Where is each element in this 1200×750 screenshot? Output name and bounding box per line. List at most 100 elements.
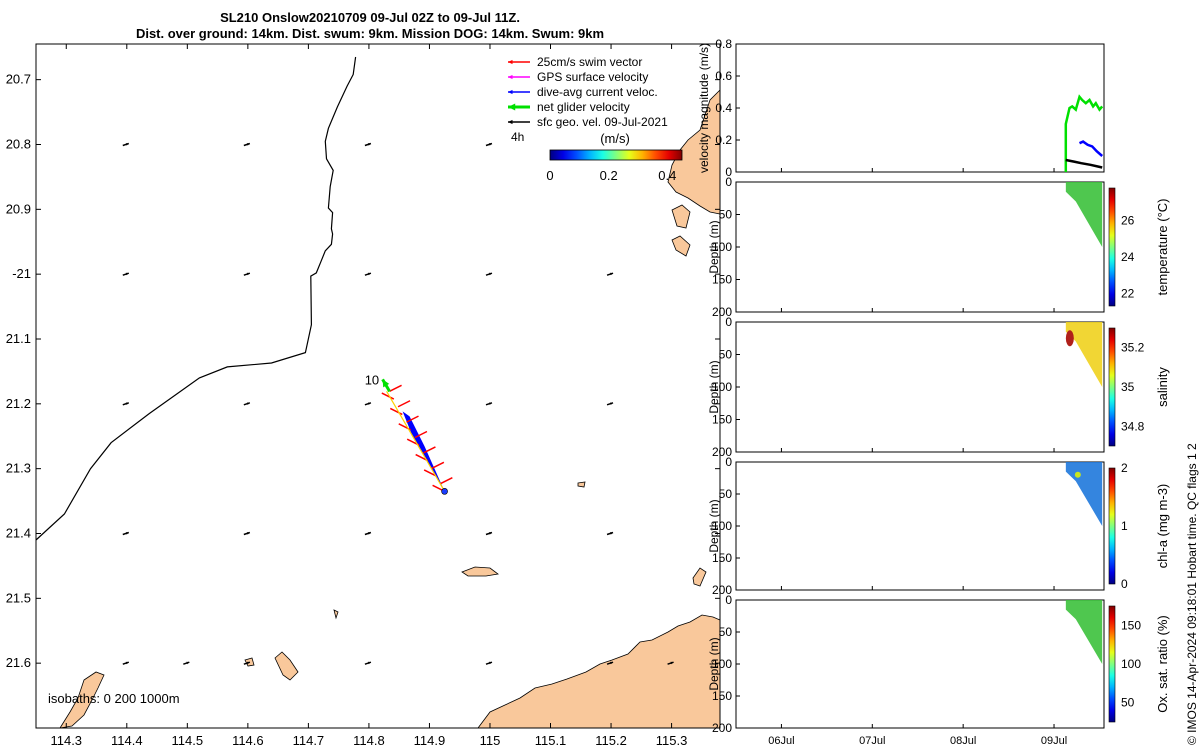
velocity-y-tick-label: 0 [725,165,732,179]
velocity-axes-box [735,43,1105,173]
map-x-tick-label: 114.3 [50,733,82,748]
swim-vector-arrow [389,407,403,416]
geo-velocity-arrowhead [125,532,129,535]
island-8 [333,609,339,620]
oxygen-colorbar-tick-label: 150 [1121,618,1141,632]
temperature-data-wedge [1065,182,1103,247]
legend-label: GPS surface velocity [537,70,648,84]
chla-axes-box [735,461,1105,591]
depth-y-tick-label: 50 [719,348,733,362]
depth-y-tick-label: 150 [712,551,732,565]
island-2 [671,235,691,257]
depth-y-tick-label: 150 [712,689,732,703]
geo-velocity-arrowhead [125,143,129,146]
coastline [35,56,357,541]
map-x-tick-label: 114.5 [172,733,204,748]
chla-colorbar-label: chl-a (mg m-3) [1155,484,1170,569]
glider-path-line [386,391,446,492]
temperature-colorbar [1108,187,1116,307]
swim-vector-arrow [423,446,436,454]
title-line-1: SL210 Onslow20210709 09-Jul 02Z to 09-Ju… [220,10,520,25]
geo-velocity-arrowhead [186,661,190,665]
speed-colorbar [549,149,683,161]
depth-y-axis-label: Depth (m) [707,360,721,413]
oxygen-colorbar [1108,605,1116,723]
velocity-y-tick-label: 0.4 [715,101,732,115]
chla-high-spot [1074,471,1081,478]
geo-velocity-arrowhead [367,143,371,146]
map-y-tick-label: 20.8 [6,136,31,151]
legend-swatch-arrowhead [508,59,513,65]
island-3 [461,566,499,577]
geo-velocity-arrowhead [489,532,492,535]
depth-y-tick-label: 0 [725,593,732,607]
swim-vector-arrow [397,400,411,408]
legend-label: dive-avg current veloc. [537,85,658,99]
geo-velocity-arrowhead [489,272,492,276]
chla-colorbar-tick-label: 0 [1121,577,1128,591]
geo-velocity-arrowhead [367,402,371,405]
net-glider-velocity-arrowhead [382,379,390,388]
temperature-colorbar-tick-label: 26 [1121,214,1135,228]
salinity-colorbar-tick-label: 35 [1121,380,1135,394]
oxygen-colorbar-label: Ox. sat. ratio (%) [1155,615,1170,713]
depth-y-axis-label: Depth (m) [707,220,721,273]
geo-velocity-arrowhead [125,402,129,405]
geo-velocity-arrowhead [125,272,129,276]
map-x-tick-label: 115.1 [535,733,567,748]
map-y-tick-label: 21.2 [6,396,31,411]
velocity-series-line [1064,94,1104,172]
depth-y-tick-label: 150 [712,413,732,427]
map-y-tick-label: 21.3 [6,461,31,476]
map-x-tick-label: 115.3 [656,733,688,748]
geo-velocity-arrowhead [670,661,674,665]
map-x-tick-label: 115 [480,733,501,748]
salinity-data-wedge [1065,322,1103,387]
swim-vector-arrow [381,392,395,400]
velocity-y-tick-label: 0.6 [715,69,732,83]
legend-swatch-arrowhead [508,89,513,95]
geo-velocity-arrowhead [489,661,492,665]
chla-panel: 0 50 100 150 200 Depth (m) 0 1 2 chl-a (mg m-3) [707,455,1170,597]
legend-label: sfc geo. vel. 09-Jul-2021 [537,115,668,129]
glider-label: 10 [365,372,379,387]
isobaths-label: isobaths: 0 200 1000m [48,691,180,706]
depth-y-tick-label: 200 [712,721,732,735]
time-panels: 0 0.2 0.4 0.6 0.8 velocity magnitude (m/s) 0 50… [697,37,1170,747]
chla-colorbar-tick-label: 2 [1121,461,1128,475]
depth-y-tick-label: 200 [712,583,732,597]
geo-velocity-field [122,142,674,665]
geo-velocity-arrowhead [246,402,250,405]
salinity-high-patch [1065,330,1074,347]
map-x-tick-label: 114.9 [414,733,446,748]
legend-time-label: 4h [511,130,524,144]
depth-y-tick-label: 50 [719,208,733,222]
chla-colorbar [1108,467,1116,585]
geo-velocity-arrowhead [246,532,250,535]
time-x-tick-label: 06Jul [768,735,794,747]
legend-label: net glider velocity [537,100,630,114]
map-y-tick-label: 21.4 [6,525,31,540]
colorbar-tick-label: 0.4 [658,168,676,183]
time-x-tick-label: 07Jul [859,735,885,747]
legend-swatch-arrowhead [508,74,513,80]
depth-y-tick-label: 0 [725,175,732,189]
swim-vector-arrow [414,430,428,439]
depth-y-axis-label: Depth (m) [707,637,721,690]
island-4 [577,481,586,488]
velocity-y-axis-label: velocity magnitude (m/s) [697,43,711,173]
depth-y-axis-label: Depth (m) [707,499,721,552]
salinity-axes-box [735,321,1105,453]
geo-velocity-arrowhead [367,532,371,535]
geo-velocity-arrowhead [489,143,492,146]
map-axes-box [35,43,721,729]
colorbar-tick-label: 0.2 [600,168,618,183]
depth-y-tick-label: 0 [725,455,732,469]
map-x-tick-label: 114.8 [353,733,385,748]
oxygen-axes-box [735,599,1105,729]
geo-velocity-arrowhead [367,272,371,276]
swim-vector-arrow [389,384,402,393]
island-5 [692,567,707,587]
map-x-tick-label: 115.2 [595,733,627,748]
